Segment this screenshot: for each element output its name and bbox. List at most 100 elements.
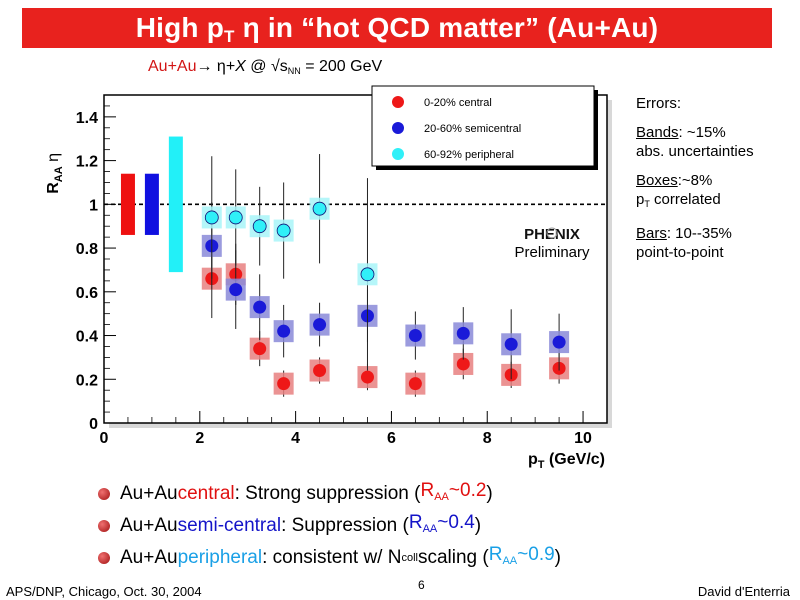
phenix-logo: PHENIX <box>524 226 580 243</box>
y-tick-label: 0.4 <box>76 329 98 346</box>
legend-label: 0-20% central <box>424 97 492 109</box>
bars-note: Bars: 10--35% point-to-point <box>636 224 796 262</box>
legend-marker <box>392 148 404 160</box>
bands-line2: abs. uncertainties <box>636 143 754 160</box>
x-tick-label: 4 <box>291 430 300 447</box>
bullet-r-letter: R <box>420 480 435 501</box>
errors-heading: Errors: <box>636 95 681 112</box>
bullet-post: ) <box>554 547 561 568</box>
data-point <box>552 335 566 349</box>
bullet-r-letter: R <box>488 544 503 565</box>
bullet-r: RAA~0.2 <box>420 476 486 512</box>
bullet-mid: : Suppression ( <box>281 515 409 536</box>
bullet-dot-icon <box>98 552 110 564</box>
data-point <box>408 377 422 391</box>
y-axis-title: RAA η <box>45 153 65 194</box>
boxes-val: :~8% <box>677 172 713 189</box>
y-tick-label: 0 <box>89 416 98 433</box>
legend-marker <box>392 96 404 108</box>
boxes-line2-rest: correlated <box>649 191 721 208</box>
bullet-r-sub: AA <box>502 555 518 567</box>
data-point <box>253 342 267 356</box>
bullet-post: ) <box>474 515 482 536</box>
bullet-post: ) <box>486 483 493 504</box>
reaction-sub: NN <box>287 66 301 76</box>
bullet-val: ~0.2 <box>448 480 487 501</box>
y-tick-label: 1.4 <box>76 110 98 127</box>
bullet-val: ~0.9 <box>517 544 555 565</box>
legend-marker <box>392 122 404 134</box>
data-point <box>313 364 327 378</box>
phenix-star-icon <box>546 227 558 239</box>
data-point <box>360 267 375 282</box>
bullet-key: semi-central <box>177 515 282 536</box>
normalization-band <box>168 136 183 273</box>
x-tick-label: 6 <box>387 430 396 447</box>
boxes-key: Boxes <box>636 172 678 189</box>
bullet-mid: : consistent w/ N <box>262 547 402 568</box>
page-number: 6 <box>418 578 425 592</box>
bullet-val: ~0.4 <box>437 512 475 533</box>
bullet-pre: Au+Au <box>120 547 178 568</box>
x-tick-label: 8 <box>483 430 492 447</box>
data-point <box>360 370 374 384</box>
y-tick-label: 0.6 <box>76 285 98 302</box>
data-point <box>277 377 291 391</box>
y-tick-label: 0.8 <box>76 241 98 258</box>
reaction-mid: → η+ <box>196 58 236 75</box>
reaction-x: X <box>235 58 246 75</box>
y-tick-label: 1.2 <box>76 154 98 171</box>
x-tick-label: 0 <box>100 430 109 447</box>
x-axis-title-sub: T <box>538 459 545 471</box>
bars-val: : 10--35% <box>666 225 732 242</box>
data-point <box>229 283 243 297</box>
legend-label: 20-60% semicentral <box>424 123 521 135</box>
data-point <box>313 318 327 332</box>
legend-label: 60-92% peripheral <box>424 149 514 161</box>
bullet-r: RAA~0.9 <box>489 540 555 576</box>
boxes-note: Boxes:~8% pT correlated <box>636 171 796 214</box>
x-axis-title-unit: (GeV/c) <box>545 451 605 468</box>
slide-title: High pT η in “hot QCD matter” (Au+Au) <box>22 8 772 48</box>
reaction-aa: Au+Au <box>148 58 197 75</box>
x-tick-label: 10 <box>574 430 592 447</box>
bullet-semicentral: Au+Au semi-central: Suppression (RAA~0.4… <box>98 510 561 542</box>
bullet-central: Au+Au central: Strong suppression (RAA~0… <box>98 478 561 510</box>
bands-note: Bands: ~15% abs. uncertainties <box>636 123 796 161</box>
data-point <box>253 300 267 314</box>
preliminary-label: Preliminary <box>514 244 590 261</box>
bullet-dot-icon <box>98 488 110 500</box>
y-axis-title-r: R <box>45 182 62 194</box>
legend-box <box>371 85 595 167</box>
y-axis-title-eta: η <box>45 153 62 166</box>
x-axis-title: pT (GeV/c) <box>528 451 605 471</box>
y-axis-title-sub: AA <box>53 166 65 182</box>
normalization-band <box>144 173 159 235</box>
reaction-energy: = 200 GeV <box>300 58 383 75</box>
reaction-label: Au+Au→ η+X @ √sNN = 200 GeV <box>148 58 382 76</box>
y-tick-label: 0.2 <box>76 372 98 389</box>
x-tick-label: 2 <box>195 430 204 447</box>
bullet-r-sub: AA <box>434 491 449 503</box>
data-point <box>252 219 267 234</box>
title-sub: T <box>224 27 235 46</box>
boxes-line2-sub: T <box>644 199 650 209</box>
data-point <box>456 326 470 340</box>
bullet-r-sub: AA <box>422 523 438 535</box>
bullet-key: peripheral <box>177 547 263 568</box>
data-point <box>228 210 243 225</box>
bullet-n-sub: coll <box>401 552 418 564</box>
bars-key: Bars <box>636 225 667 242</box>
bands-key: Bands <box>636 124 679 141</box>
footer-venue: APS/DNP, Chicago, Oct. 30, 2004 <box>6 584 202 599</box>
data-point <box>456 357 470 371</box>
data-point <box>276 223 291 238</box>
data-point <box>277 324 291 338</box>
bands-val: : ~15% <box>678 124 726 141</box>
bullet-r: RAA~0.4 <box>409 508 475 544</box>
data-point <box>312 201 327 216</box>
footer-author: David d'Enterria <box>697 584 790 599</box>
reaction-at: @ √s <box>245 58 288 75</box>
bullet-pre: Au+Au <box>120 515 178 536</box>
